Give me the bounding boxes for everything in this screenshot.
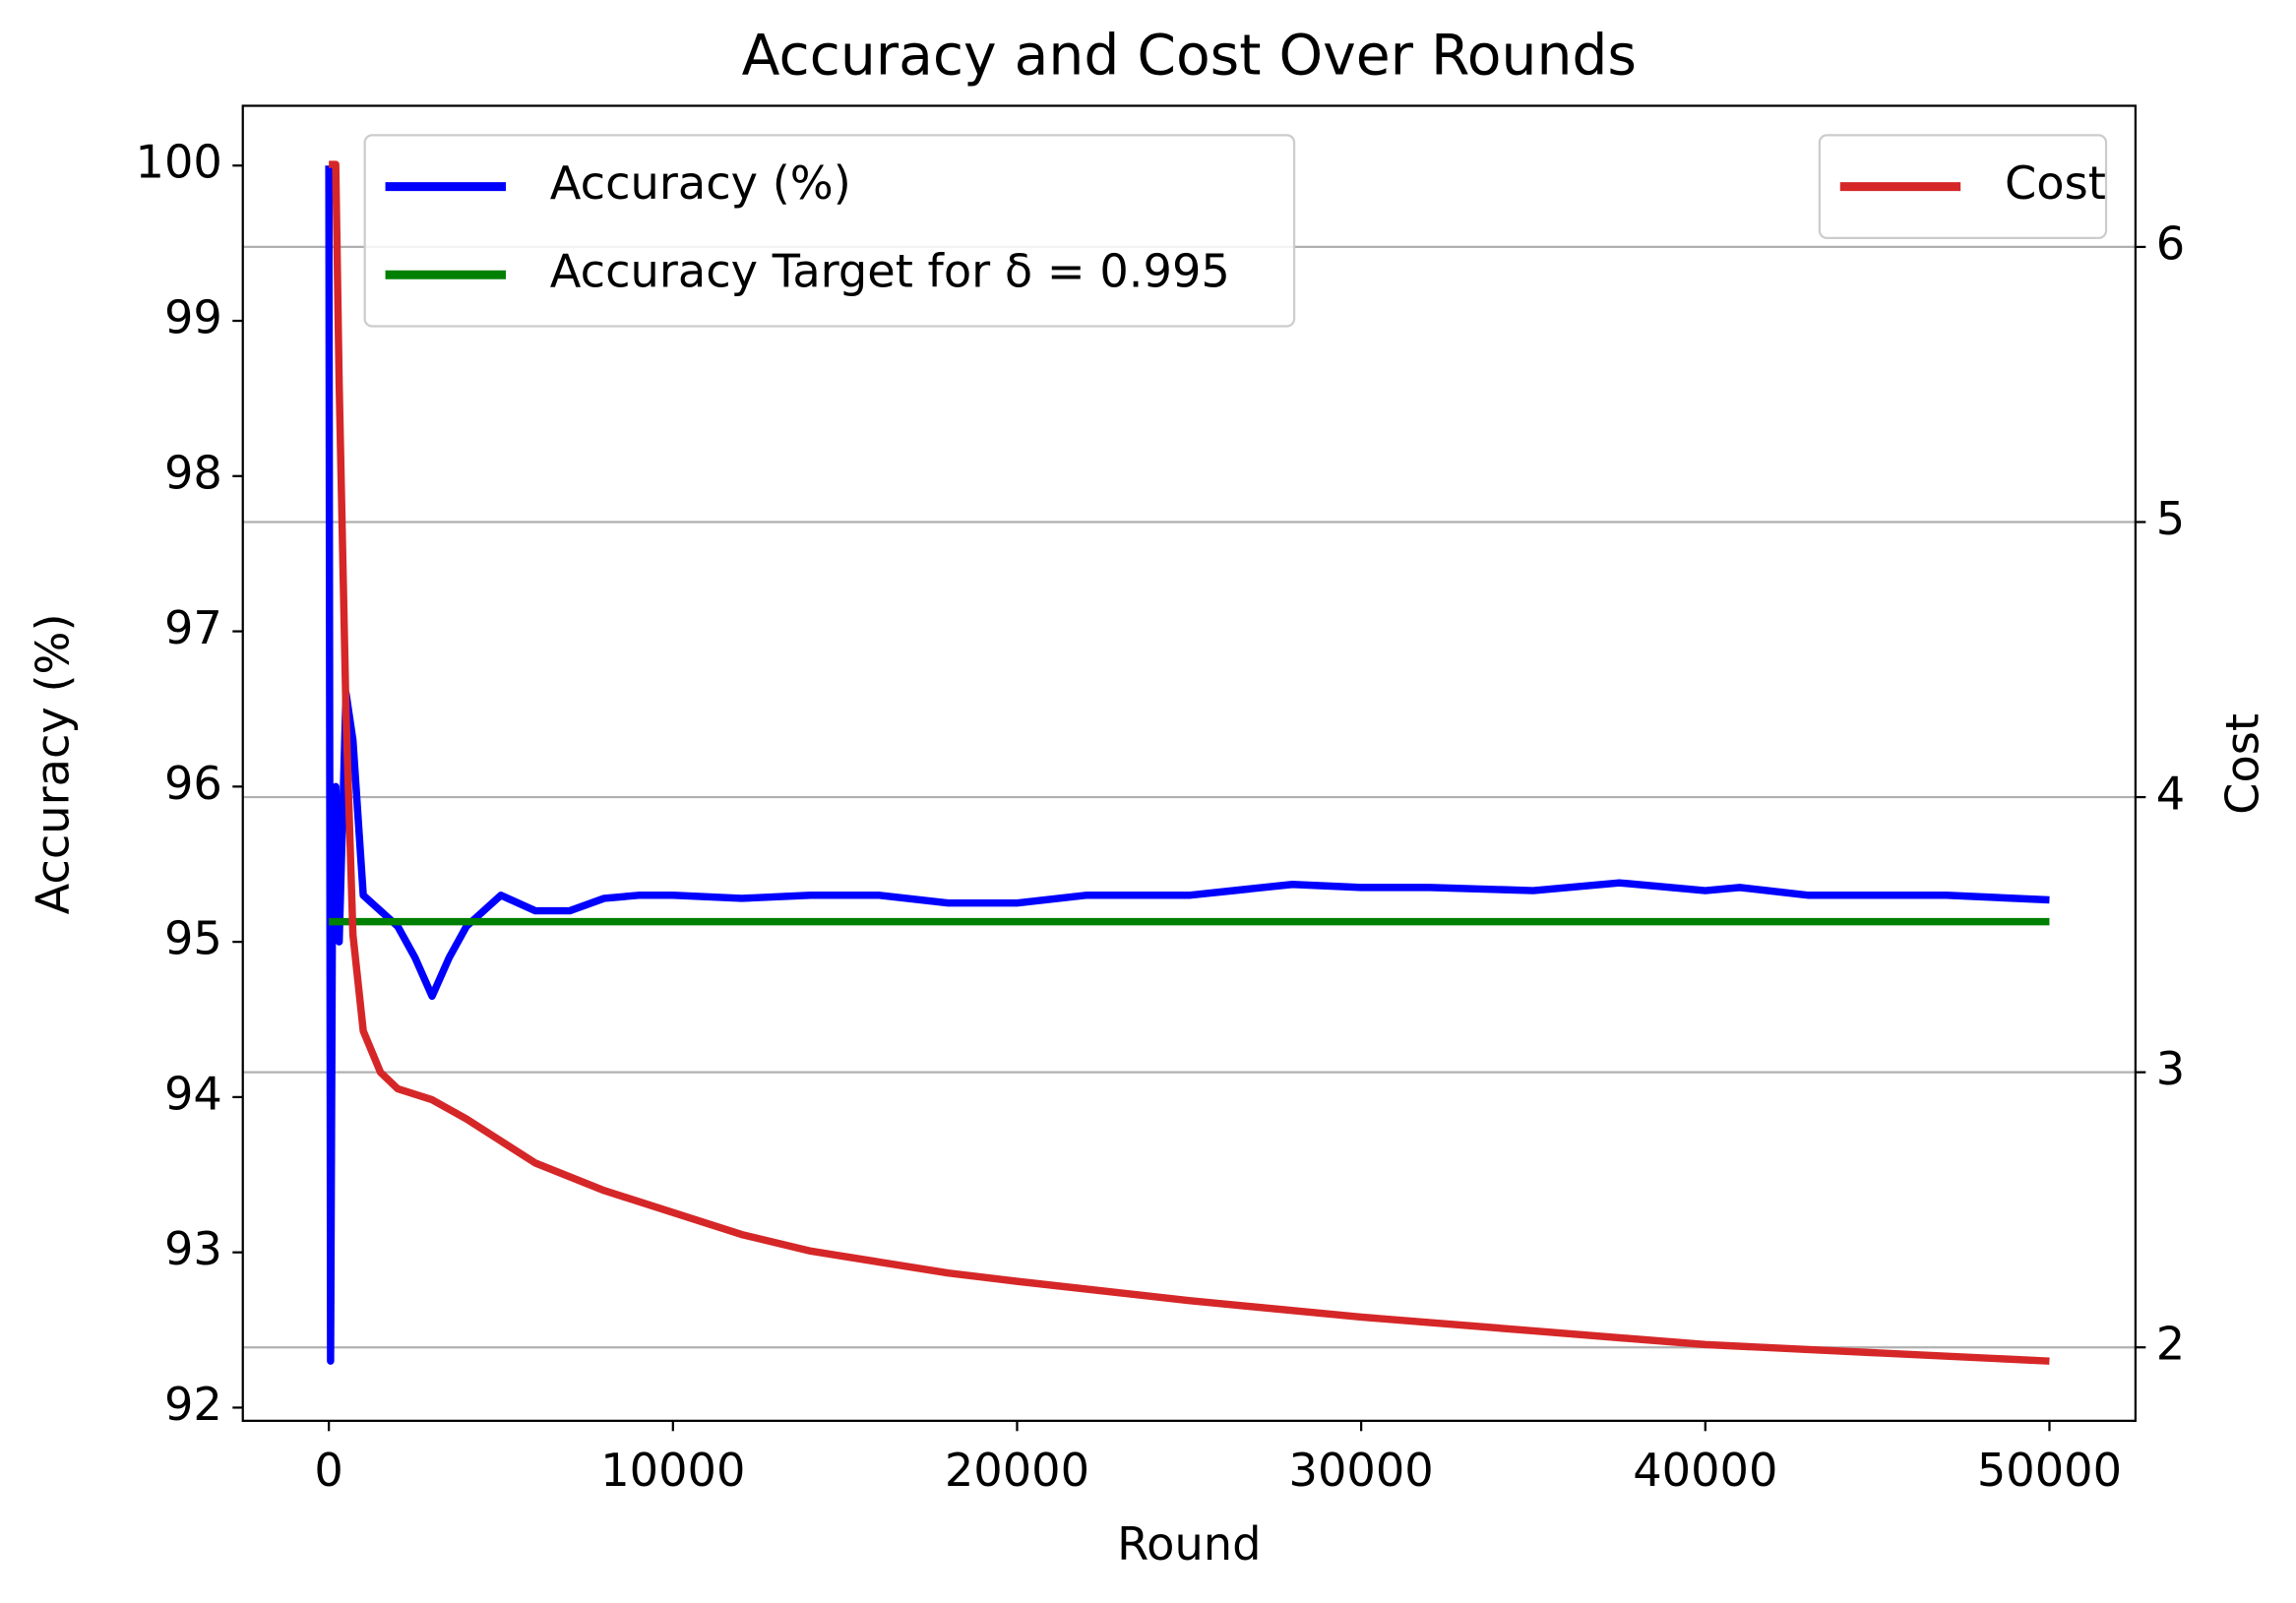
y-tick-label: 96 (164, 757, 222, 810)
y2-tick-label: 5 (2156, 492, 2185, 545)
y-tick-label: 99 (164, 291, 222, 344)
x-tick-label: 40000 (1633, 1444, 1777, 1497)
legend-box (1818, 134, 2108, 240)
chart-title: Accuracy and Cost Over Rounds (742, 23, 1637, 88)
legend-box (363, 134, 1296, 328)
data-line (325, 165, 2050, 1365)
legend-label: Accuracy Target for δ = 0.995 (550, 245, 1230, 298)
x-tick-label: 30000 (1289, 1444, 1434, 1497)
y2-axis-label: Cost (2215, 713, 2268, 815)
y-tick-label: 97 (164, 601, 222, 654)
y2-tick-label: 6 (2156, 216, 2185, 270)
y-axis-label: Accuracy (%) (27, 613, 80, 914)
y2-tick-label: 4 (2156, 768, 2185, 821)
y-tick-label: 94 (164, 1067, 222, 1120)
x-tick-label: 10000 (600, 1444, 745, 1497)
legend-label: Cost (2005, 156, 2106, 210)
legend-label: Accuracy (%) (550, 156, 851, 210)
y-tick-label: 95 (164, 912, 222, 965)
x-tick-label: 0 (314, 1444, 342, 1497)
y2-tick-label: 2 (2156, 1318, 2185, 1371)
y-tick-label: 100 (136, 136, 222, 189)
x-tick-label: 20000 (945, 1444, 1089, 1497)
y2-tick-label: 3 (2156, 1042, 2185, 1095)
x-axis-label: Round (1117, 1517, 1261, 1571)
y-tick-label: 92 (164, 1378, 222, 1431)
y-tick-label: 93 (164, 1222, 222, 1275)
plot-frame (241, 104, 2138, 1422)
y-tick-label: 98 (164, 446, 222, 499)
x-tick-label: 50000 (1977, 1444, 2122, 1497)
data-line (329, 160, 2050, 1365)
